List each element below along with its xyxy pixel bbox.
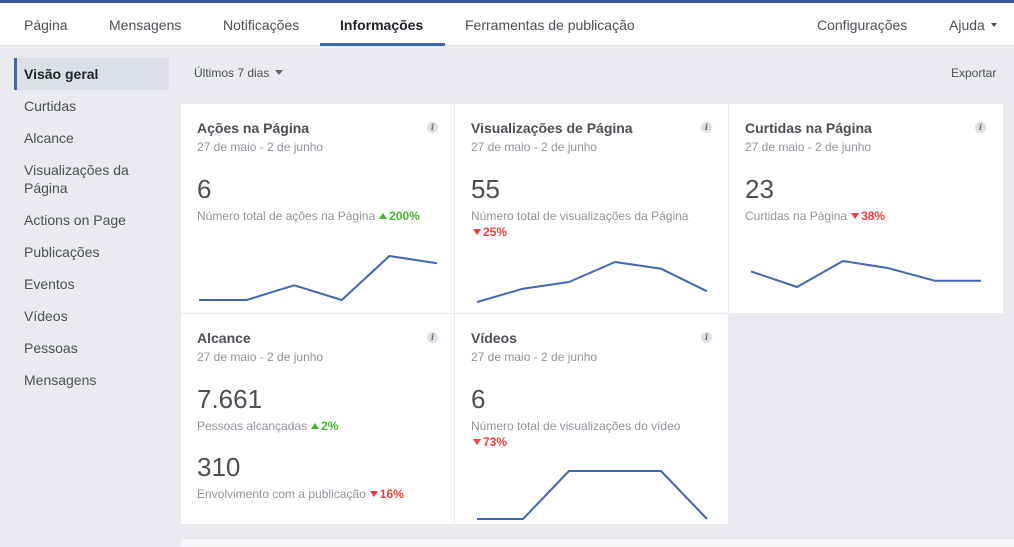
metric-label: Número total de ações na Página 200% <box>197 209 420 223</box>
nav-tab-informacoes[interactable]: Informações <box>340 17 424 33</box>
metric-value-secondary: 310 <box>197 452 241 482</box>
trend-value: 38% <box>861 209 886 223</box>
sidebar-item-actions-on-page[interactable]: Actions on Page <box>24 212 126 228</box>
trend-value: 25% <box>483 225 508 239</box>
metric-label-secondary: Envolvimento com a publicação 16% <box>197 487 404 501</box>
trend-up-badge: 2% <box>307 419 338 433</box>
sparkline-chart <box>477 470 708 520</box>
metric-label-text: Curtidas na Página <box>745 209 848 223</box>
sparkline-chart <box>750 260 981 288</box>
sparkline-series <box>750 260 981 288</box>
metric-label-text: Envolvimento com a publicação <box>197 487 366 501</box>
active-tab-underline <box>320 43 445 46</box>
sidebar-item-eventos[interactable]: Eventos <box>24 276 75 292</box>
metric-value: 6 <box>471 384 486 414</box>
metric-value: 23 <box>745 174 774 204</box>
info-icon[interactable]: i <box>701 122 712 133</box>
card-date-range: 27 de maio - 2 de junho <box>197 350 324 364</box>
card-title: Vídeos <box>471 330 517 346</box>
metric-value: 55 <box>471 174 500 204</box>
date-range-label: Últimos 7 dias <box>194 66 270 80</box>
top-navigation: Página Mensagens Notificações Informaçõe… <box>0 3 1014 46</box>
sparkline-chart <box>476 261 708 303</box>
card-page-actions[interactable]: Ações na Página 27 de maio - 2 de junho … <box>181 104 454 313</box>
card-title: Curtidas na Página <box>745 120 872 136</box>
card-title: Visualizações de Página <box>471 120 633 136</box>
card-date-range: 27 de maio - 2 de junho <box>745 140 872 154</box>
card-title: Alcance <box>197 330 251 346</box>
next-section-edge <box>181 538 1014 547</box>
info-icon[interactable]: i <box>975 122 986 133</box>
sparkline-series <box>199 255 438 301</box>
trend-down-badge: 38% <box>847 209 885 223</box>
metric-label-text: Número total de visualizações do vídeo <box>471 419 681 433</box>
arrow-up-icon <box>379 213 388 219</box>
nav-settings[interactable]: Configurações <box>817 17 908 33</box>
trend-down-badge: 25% <box>471 225 507 239</box>
sparkline-series <box>476 261 708 303</box>
trend-value: 73% <box>483 435 508 449</box>
trend-down-badge: 73% <box>471 435 507 449</box>
sidebar-item-curtidas[interactable]: Curtidas <box>24 98 77 114</box>
card-page-views[interactable]: Visualizações de Página 27 de maio - 2 d… <box>455 104 728 313</box>
card-date-range: 27 de maio - 2 de junho <box>471 140 598 154</box>
date-range-dropdown[interactable]: Últimos 7 dias <box>194 66 284 80</box>
arrow-down-icon <box>369 491 378 497</box>
card-title: Ações na Página <box>197 120 310 136</box>
top-accent-bar <box>0 0 1014 3</box>
arrow-down-icon <box>473 439 481 445</box>
sidebar-item-videos[interactable]: Vídeos <box>24 308 68 324</box>
nav-help[interactable]: Ajuda <box>949 3 997 46</box>
nav-tab-mensagens[interactable]: Mensagens <box>109 17 182 33</box>
arrow-down-icon <box>851 213 860 219</box>
chevron-down-icon <box>275 70 284 76</box>
info-icon[interactable]: i <box>427 122 438 133</box>
info-icon[interactable]: i <box>427 332 438 343</box>
nav-tab-notificacoes[interactable]: Notificações <box>223 17 300 33</box>
sidebar-item-mensagens[interactable]: Mensagens <box>24 372 97 388</box>
card-page-likes[interactable]: Curtidas na Página 27 de maio - 2 de jun… <box>729 104 1003 313</box>
export-button[interactable]: Exportar <box>951 66 997 80</box>
metric-label: Pessoas alcançadas 2% <box>197 419 338 433</box>
sparkline-chart <box>199 255 438 301</box>
card-reach[interactable]: Alcance 27 de maio - 2 de junho i 7.661 … <box>181 314 454 524</box>
sidebar-item-publicacoes[interactable]: Publicações <box>24 244 100 260</box>
card-date-range: 27 de maio - 2 de junho <box>197 140 324 154</box>
metric-label-text: Número total de ações na Página <box>197 209 376 223</box>
nav-help-label: Ajuda <box>949 17 985 33</box>
arrow-down-icon <box>473 229 481 235</box>
sidebar-item-visao-geral[interactable]: Visão geral <box>14 58 169 90</box>
arrow-up-icon <box>311 423 320 429</box>
card-videos[interactable]: Vídeos 27 de maio - 2 de junho i 6 Númer… <box>455 314 728 524</box>
trend-value: 2% <box>321 419 339 433</box>
sidebar-item-alcance[interactable]: Alcance <box>24 130 74 146</box>
info-icon[interactable]: i <box>701 332 712 343</box>
metric-value: 6 <box>197 174 212 204</box>
card-date-range: 27 de maio - 2 de junho <box>471 350 598 364</box>
metric-value: 7.661 <box>197 384 263 414</box>
nav-tab-ferramentas[interactable]: Ferramentas de publicação <box>465 17 635 33</box>
metric-label-text: Pessoas alcançadas <box>197 419 308 433</box>
trend-down-badge: 16% <box>366 487 404 501</box>
chevron-down-icon <box>990 23 997 28</box>
trend-value: 16% <box>379 487 404 501</box>
sidebar-item-visualizacoes[interactable]: Visualizações da Página <box>24 162 129 196</box>
metric-label-text: Número total de visualizações da Página <box>471 209 689 223</box>
sidebar-item-pessoas[interactable]: Pessoas <box>24 340 78 356</box>
trend-value: 200% <box>389 209 420 223</box>
nav-tab-pagina[interactable]: Página <box>24 17 68 33</box>
trend-up-badge: 200% <box>375 209 420 223</box>
metric-label: Curtidas na Página 38% <box>745 209 885 223</box>
sparkline-series <box>477 470 708 520</box>
